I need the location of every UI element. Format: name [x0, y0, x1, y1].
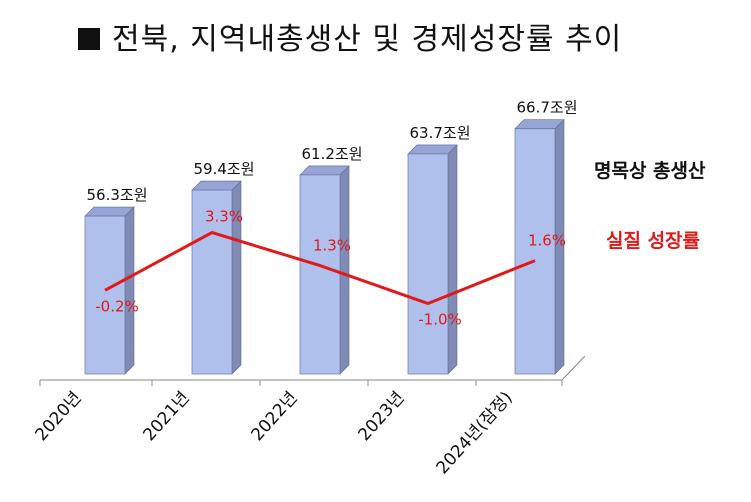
- legend-real-growth: 실질 성장률: [606, 230, 701, 252]
- bar-top: [407, 144, 458, 155]
- bar: [191, 189, 233, 375]
- bar: [407, 153, 449, 375]
- growth-value-label: 3.3%: [205, 208, 243, 226]
- legend-nominal-gdp: 명목상 총생산: [594, 160, 706, 182]
- bar-side: [339, 165, 350, 375]
- x-tick-label: 2022년: [247, 388, 301, 445]
- x-tick-label: 2021년: [139, 388, 193, 445]
- bar: [514, 128, 556, 375]
- bar-top: [514, 119, 565, 130]
- bar-value-label: 63.7조원: [410, 124, 471, 142]
- growth-value-label: -0.2%: [95, 297, 139, 315]
- x-tick-label: 2023년: [354, 388, 408, 445]
- bar-value-label: 66.7조원: [517, 99, 578, 117]
- bar-side: [447, 144, 458, 375]
- growth-value-label: 1.3%: [313, 237, 351, 255]
- growth-value-label: -1.0%: [418, 311, 462, 329]
- chart-title-text: 전북, 지역내총생산 및 경제성장률 추이: [112, 22, 623, 57]
- bar-value-label: 61.2조원: [302, 145, 363, 163]
- x-tick-label: 2020년: [31, 388, 85, 445]
- x-axis-depth-line: [561, 355, 586, 381]
- chart-title: 전북, 지역내총생산 및 경제성장률 추이: [78, 14, 622, 58]
- growth-value-label: 1.6%: [528, 232, 566, 250]
- bar: [299, 174, 341, 375]
- bar-top: [84, 206, 135, 217]
- bar-side: [124, 206, 135, 375]
- bar-value-label: 56.3조원: [87, 186, 148, 204]
- growth-line: [104, 230, 536, 306]
- bar-value-label: 59.4조원: [194, 160, 255, 178]
- square-bullet-icon: [78, 28, 100, 50]
- bar: [84, 215, 126, 375]
- x-tick-label: 2024년(잠정): [433, 388, 517, 478]
- bar-top: [299, 165, 350, 176]
- bar-top: [191, 180, 242, 191]
